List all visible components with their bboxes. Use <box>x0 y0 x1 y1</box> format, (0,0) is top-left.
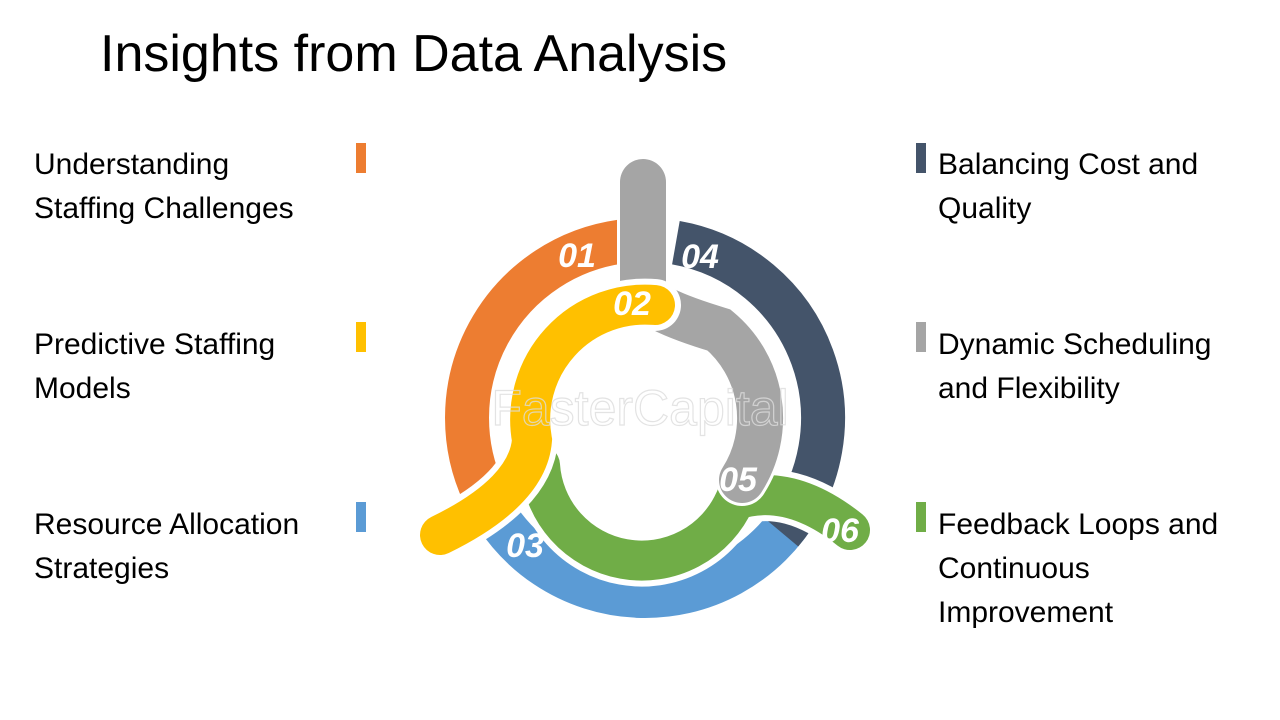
number-06: 06 <box>821 512 860 550</box>
segment-01-orange <box>445 219 624 503</box>
label-line: Resource Allocation <box>34 508 300 541</box>
slide-title: Insights from Data Analysis <box>100 25 728 83</box>
number-02: 02 <box>613 285 651 323</box>
number-03: 03 <box>506 527 544 565</box>
label-line: Feedback Loops and <box>938 508 1219 541</box>
label-understanding-staffing-challenges: Understanding Staffing Challenges <box>34 143 294 231</box>
segment-06-green <box>520 445 870 581</box>
marker-yellow <box>356 322 366 352</box>
label-line: Balancing Cost and <box>938 148 1199 181</box>
label-line: Staffing Challenges <box>34 192 294 225</box>
label-resource-allocation-strategies: Resource Allocation Strategies <box>34 503 299 591</box>
label-line: Understanding <box>34 148 230 181</box>
label-line: Models <box>34 372 131 405</box>
label-feedback-loops: Feedback Loops and Continuous Improvemen… <box>938 503 1218 635</box>
label-balancing-cost-and-quality: Balancing Cost and Quality <box>938 143 1198 231</box>
label-line: Continuous <box>938 552 1090 585</box>
number-05: 05 <box>719 461 758 499</box>
watermark: FasterCapital <box>491 380 788 436</box>
segment-02-yellow <box>420 284 675 555</box>
segment-03-blue <box>463 483 819 618</box>
label-predictive-staffing-models: Predictive Staffing Models <box>34 323 275 411</box>
marker-orange <box>356 143 366 173</box>
label-line: Dynamic Scheduling <box>938 328 1212 361</box>
label-line: Improvement <box>938 596 1114 629</box>
label-line: Strategies <box>34 552 170 585</box>
marker-blue <box>356 502 366 532</box>
label-line: Quality <box>938 192 1032 225</box>
marker-navy <box>916 143 926 173</box>
marker-green <box>916 502 926 532</box>
number-01: 01 <box>558 237 596 275</box>
marker-gray <box>916 322 926 352</box>
label-line: and Flexibility <box>938 372 1120 405</box>
number-04: 04 <box>681 238 719 276</box>
label-dynamic-scheduling: Dynamic Scheduling and Flexibility <box>938 323 1211 411</box>
label-line: Predictive Staffing <box>34 328 276 361</box>
